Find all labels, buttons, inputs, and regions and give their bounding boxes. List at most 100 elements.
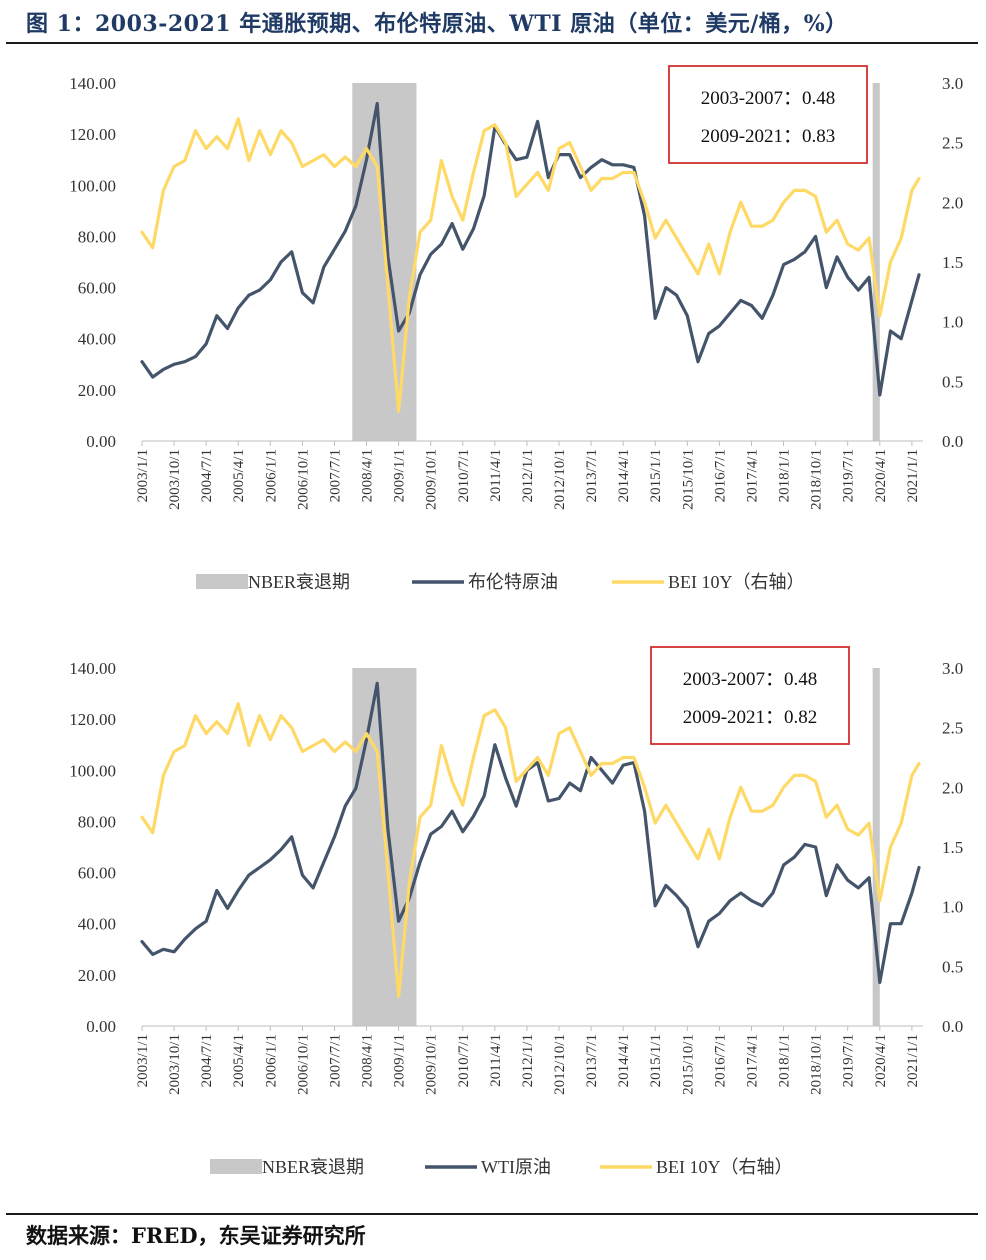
x-tick-label: 2015/10/1 (680, 449, 696, 510)
correlation-text-0: 2003-2007：0.48 (683, 669, 818, 690)
correlation-text-1: 2009-2021：0.83 (701, 126, 836, 147)
right-tick-label: 1.5 (942, 253, 963, 272)
recession-band-1 (872, 83, 880, 441)
right-tick-label: 1.0 (942, 313, 963, 332)
x-tick-label: 2010/7/1 (456, 449, 472, 502)
legend-label-oil: 布伦特原油 (468, 572, 558, 592)
legend-label-bei: BEI 10Y（右轴） (668, 572, 805, 592)
right-tick-label: 3.0 (942, 659, 963, 678)
x-tick-label: 2012/1/1 (520, 1034, 536, 1087)
x-tick-label: 2018/1/1 (777, 1034, 793, 1087)
left-tick-label: 40.00 (78, 915, 116, 934)
correlation-text-0: 2003-2007：0.48 (701, 88, 836, 109)
left-tick-label: 140.00 (69, 659, 116, 678)
x-tick-label: 2019/7/1 (841, 449, 857, 502)
x-tick-label: 2004/7/1 (199, 1034, 215, 1087)
x-tick-label: 2018/10/1 (809, 1034, 825, 1095)
right-tick-label: 0.0 (942, 432, 963, 451)
left-tick-label: 0.00 (86, 432, 116, 451)
series-line-0 (140, 101, 921, 397)
figure-title: 图 1：2003-2021 年通胀预期、布伦特原油、WTI 原油（单位：美元/桶… (26, 11, 848, 37)
left-tick-label: 20.00 (78, 966, 116, 985)
legend-label-bei: BEI 10Y（右轴） (656, 1157, 793, 1177)
x-tick-label: 2005/4/1 (231, 1034, 247, 1087)
chart-brent: 0.00 20.00 40.00 60.00 80.00 100.00 120.00 140.… (69, 65, 963, 592)
x-tick-label: 2015/1/1 (648, 449, 664, 502)
x-tick-label: 2015/1/1 (648, 1034, 664, 1087)
x-tick-label: 2003/10/1 (167, 1034, 183, 1095)
recession-band-1 (872, 668, 880, 1026)
correlation-box (650, 646, 850, 745)
x-tick-label: 2010/7/1 (456, 1034, 472, 1087)
x-tick-label: 2014/4/1 (616, 449, 632, 502)
x-tick-label: 2006/10/1 (295, 449, 311, 510)
left-tick-label: 120.00 (69, 125, 116, 144)
x-tick-label: 2016/7/1 (712, 1034, 728, 1087)
x-tick-label: 2004/7/1 (199, 449, 215, 502)
left-tick-label: 100.00 (69, 761, 116, 780)
right-tick-label: 2.0 (942, 778, 963, 797)
left-tick-label: 0.00 (86, 1017, 116, 1036)
x-tick-label: 2011/4/1 (488, 1034, 504, 1087)
right-tick-label: 2.0 (942, 193, 963, 212)
x-tick-label: 2015/10/1 (680, 1034, 696, 1095)
x-tick-label: 2007/7/1 (327, 1034, 343, 1087)
left-tick-label: 120.00 (69, 710, 116, 729)
left-tick-label: 140.00 (69, 74, 116, 93)
legend-label-recession: NBER衰退期 (248, 572, 350, 592)
series-line-0 (140, 681, 921, 985)
x-tick-label: 2021/1/1 (905, 1034, 921, 1087)
x-tick-label: 2012/10/1 (552, 449, 568, 510)
x-tick-label: 2009/1/1 (392, 1034, 408, 1087)
chart-wti: 0.00 20.00 40.00 60.00 80.00 100.00 120.00 140.… (69, 646, 963, 1177)
x-tick-label: 2021/1/1 (905, 449, 921, 502)
x-tick-label: 2003/1/1 (135, 1034, 151, 1087)
x-tick-label: 2005/4/1 (231, 449, 247, 502)
source-rule (6, 1213, 978, 1215)
x-tick-label: 2020/4/1 (873, 449, 889, 502)
correlation-box (668, 65, 868, 164)
x-tick-label: 2013/7/1 (584, 1034, 600, 1087)
x-tick-label: 2009/10/1 (424, 1034, 440, 1095)
x-tick-label: 2007/7/1 (327, 449, 343, 502)
left-tick-label: 60.00 (78, 864, 116, 883)
right-tick-label: 1.0 (942, 898, 963, 917)
left-tick-label: 80.00 (78, 812, 116, 831)
left-tick-label: 20.00 (78, 381, 116, 400)
x-tick-label: 2020/4/1 (873, 1034, 889, 1087)
x-tick-label: 2008/4/1 (360, 449, 376, 502)
series-line-1 (140, 117, 921, 413)
legend-label-recession: NBER衰退期 (262, 1157, 364, 1177)
right-tick-label: 0.0 (942, 1017, 963, 1036)
right-tick-label: 3.0 (942, 74, 963, 93)
x-tick-label: 2006/1/1 (263, 449, 279, 502)
x-tick-label: 2003/1/1 (135, 449, 151, 502)
right-tick-label: 0.5 (942, 957, 963, 976)
left-tick-label: 60.00 (78, 279, 116, 298)
x-tick-label: 2013/7/1 (584, 449, 600, 502)
x-tick-label: 2008/4/1 (360, 1034, 376, 1087)
x-tick-label: 2012/1/1 (520, 449, 536, 502)
series-line-1 (140, 702, 921, 998)
x-tick-label: 2009/10/1 (424, 449, 440, 510)
left-tick-label: 80.00 (78, 227, 116, 246)
x-tick-label: 2017/4/1 (744, 1034, 760, 1087)
x-tick-label: 2009/1/1 (392, 449, 408, 502)
x-tick-label: 2019/7/1 (841, 1034, 857, 1087)
left-tick-label: 100.00 (69, 176, 116, 195)
x-tick-label: 2014/4/1 (616, 1034, 632, 1087)
right-tick-label: 0.5 (942, 372, 963, 391)
x-tick-label: 2006/10/1 (295, 1034, 311, 1095)
x-tick-label: 2018/10/1 (809, 449, 825, 510)
right-tick-label: 1.5 (942, 838, 963, 857)
left-tick-label: 40.00 (78, 330, 116, 349)
x-tick-label: 2016/7/1 (712, 449, 728, 502)
legend-swatch-recession (210, 1159, 262, 1174)
legend-swatch-recession (196, 574, 248, 589)
x-tick-label: 2006/1/1 (263, 1034, 279, 1087)
x-tick-label: 2017/4/1 (744, 449, 760, 502)
title-rule (6, 42, 978, 44)
x-tick-label: 2011/4/1 (488, 449, 504, 502)
x-tick-label: 2003/10/1 (167, 449, 183, 510)
right-tick-label: 2.5 (942, 719, 963, 738)
